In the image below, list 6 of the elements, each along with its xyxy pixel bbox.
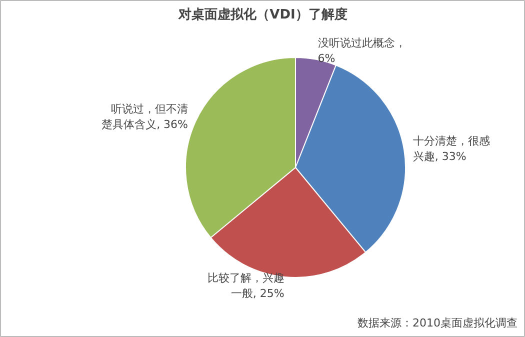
source-note: 数据来源：2010桌面虚拟化调查 [358,316,518,330]
data-label: 比较了解，兴趣一般, 25% [207,271,284,300]
data-label: 没听说过此概念，6% [318,36,406,66]
data-label: 十分清楚，很感兴趣, 33% [412,134,490,164]
chart-title: 对桌面虚拟化（VDI）了解度 [178,6,348,22]
data-label: 听说过，但不清楚具体含义, 36% [102,102,188,132]
